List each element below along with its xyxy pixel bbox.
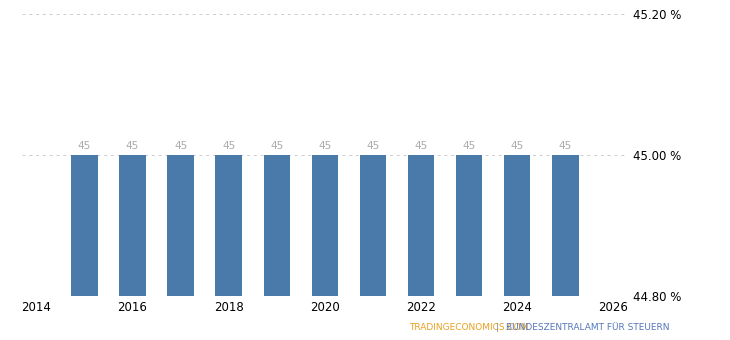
Text: 45: 45 — [558, 141, 572, 151]
Bar — [167, 155, 193, 296]
Bar — [360, 155, 386, 296]
Text: 45: 45 — [126, 141, 139, 151]
Bar — [552, 155, 578, 296]
Text: 45: 45 — [463, 141, 476, 151]
Text: 45: 45 — [510, 141, 524, 151]
Bar — [215, 155, 242, 296]
Text: 45: 45 — [270, 141, 283, 151]
Text: 45: 45 — [318, 141, 331, 151]
Bar — [119, 155, 146, 296]
Text: TRADINGECONOMICS.COM: TRADINGECONOMICS.COM — [409, 323, 529, 332]
Text: 45: 45 — [78, 141, 91, 151]
Bar — [312, 155, 338, 296]
Bar — [72, 155, 98, 296]
Bar — [456, 155, 483, 296]
Bar — [408, 155, 434, 296]
Text: 45: 45 — [174, 141, 187, 151]
Bar — [264, 155, 290, 296]
Text: 45: 45 — [222, 141, 235, 151]
Bar — [504, 155, 531, 296]
Text: 45: 45 — [366, 141, 380, 151]
Text: 45: 45 — [415, 141, 428, 151]
Text: BUNDESZENTRALAMT FÜR STEUERN: BUNDESZENTRALAMT FÜR STEUERN — [506, 323, 669, 332]
Text: |: | — [493, 323, 502, 332]
